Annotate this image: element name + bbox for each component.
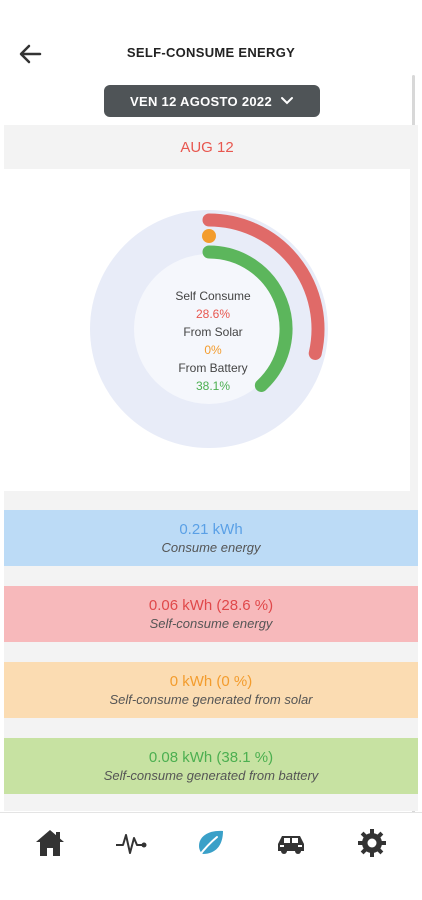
from-battery-value: 38.1%	[195, 379, 231, 393]
nav-home[interactable]	[30, 823, 70, 863]
self-consume-value: 28.6%	[195, 307, 231, 321]
stat-value: 0.08 kWh (38.1 %)	[148, 749, 274, 766]
radial-chart	[90, 210, 328, 448]
home-icon	[36, 829, 65, 856]
nav-settings[interactable]	[352, 823, 392, 863]
content-area: AUG 12 Self Consume 28.6% From Solar 0% …	[4, 125, 418, 811]
date-selector-label: VEN 12 AGOSTO 2022	[130, 93, 272, 109]
app-header: SELF-CONSUME ENERGY	[0, 0, 422, 80]
car-icon	[278, 835, 305, 854]
stat-consume-energy: 0.21 kWh Consume energy	[4, 510, 418, 566]
stat-self-consume-solar: 0 kWh (0 %) Self-consume generated from …	[4, 662, 418, 718]
stat-value: 0 kWh (0 %)	[169, 673, 253, 690]
chart-inner-circle	[134, 254, 284, 404]
self-consume-label: Self Consume	[175, 289, 251, 303]
day-label: AUG 12	[4, 125, 410, 169]
from-solar-label: From Solar	[183, 325, 243, 339]
chart-center-labels: Self Consume 28.6% From Solar 0% From Ba…	[148, 287, 278, 395]
series-layer	[202, 213, 325, 392]
nav-leaf[interactable]	[191, 823, 231, 863]
nav-car[interactable]	[271, 823, 311, 863]
stat-value: 0.06 kWh (28.6 %)	[148, 597, 274, 614]
self-consume-arc	[202, 213, 325, 360]
page-title: SELF-CONSUME ENERGY	[126, 45, 296, 60]
from-solar-arc-marker	[202, 229, 216, 243]
arrow-left-icon	[19, 44, 42, 64]
from-battery-label: From Battery	[178, 361, 248, 375]
back-button[interactable]	[16, 40, 46, 68]
gear-icon	[357, 828, 386, 857]
activity-icon	[115, 833, 147, 854]
stat-self-consume-energy: 0.06 kWh (28.6 %) Self-consume energy	[4, 586, 418, 642]
from-solar-value: 0%	[204, 343, 222, 357]
stat-description: Self-consume generated from solar	[109, 692, 313, 707]
bottom-nav	[0, 812, 422, 872]
leaf-icon	[197, 830, 223, 857]
radial-chart-card: Self Consume 28.6% From Solar 0% From Ba…	[4, 169, 410, 491]
stat-description: Self-consume energy	[149, 616, 273, 631]
stat-description: Self-consume generated from battery	[103, 768, 319, 783]
from-battery-arc	[202, 245, 293, 392]
stat-value: 0.21 kWh	[179, 521, 243, 538]
stat-self-consume-battery: 0.08 kWh (38.1 %) Self-consume generated…	[4, 738, 418, 794]
nav-activity[interactable]	[111, 823, 151, 863]
stat-description: Consume energy	[161, 540, 261, 555]
chevron-down-icon	[280, 97, 293, 105]
date-selector-button[interactable]: VEN 12 AGOSTO 2022	[104, 85, 320, 117]
